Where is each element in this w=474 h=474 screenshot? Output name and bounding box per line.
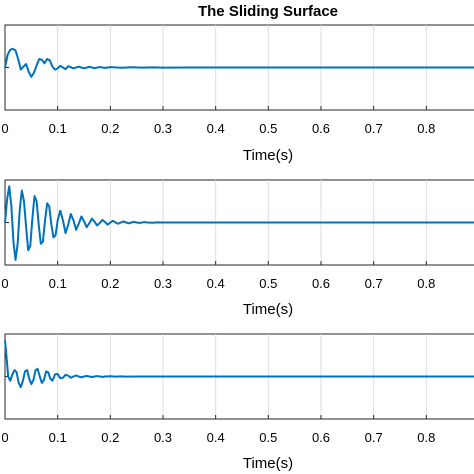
figure-title: The Sliding Surface	[198, 3, 338, 20]
x-tick-label: 0.7	[365, 121, 383, 136]
series-line-1	[4, 340, 474, 389]
x-tick-label: 0	[1, 121, 8, 136]
x-tick-label: 0.4	[207, 121, 225, 136]
x-tick-label: 0	[1, 430, 8, 445]
x-tick-label: 0.8	[417, 121, 435, 136]
x-tick-label: 0.6	[312, 121, 330, 136]
x-axis-label: Time(s)	[243, 147, 293, 164]
subplot-2: 00.10.20.30.40.50.60.70.80Time(s)	[1, 179, 474, 318]
x-tick-label: 0.5	[259, 430, 277, 445]
x-tick-label: 0	[1, 276, 8, 291]
x-tick-label: 0.6	[312, 430, 330, 445]
x-tick-label: 0.1	[49, 430, 67, 445]
x-axis-label: Time(s)	[243, 455, 293, 472]
x-tick-label: 0.1	[49, 121, 67, 136]
x-tick-label: 0.7	[365, 276, 383, 291]
x-tick-label: 0.2	[101, 121, 119, 136]
x-tick-label: 0.3	[154, 276, 172, 291]
x-tick-label: 0.4	[207, 430, 225, 445]
subplot-3: 00.10.20.30.40.50.60.70.80Time(s)	[1, 333, 474, 472]
series-line-1	[4, 185, 474, 261]
x-tick-label: 0.3	[154, 430, 172, 445]
x-tick-label: 0.2	[101, 276, 119, 291]
x-tick-label: 0.6	[312, 276, 330, 291]
x-tick-label: 0.7	[365, 430, 383, 445]
subplot-1: 00.10.20.30.40.50.60.70.80Time(s)	[1, 24, 474, 164]
x-tick-label: 0.1	[49, 276, 67, 291]
x-tick-label: 0.2	[101, 430, 119, 445]
x-tick-label: 0.5	[259, 121, 277, 136]
x-tick-label: 0.4	[207, 276, 225, 291]
x-tick-label: 0.3	[154, 121, 172, 136]
x-axis-label: Time(s)	[243, 301, 293, 318]
x-tick-label: 0.8	[417, 276, 435, 291]
series-line-1	[4, 47, 474, 78]
x-tick-label: 0.5	[259, 276, 277, 291]
x-tick-label: 0.8	[417, 430, 435, 445]
